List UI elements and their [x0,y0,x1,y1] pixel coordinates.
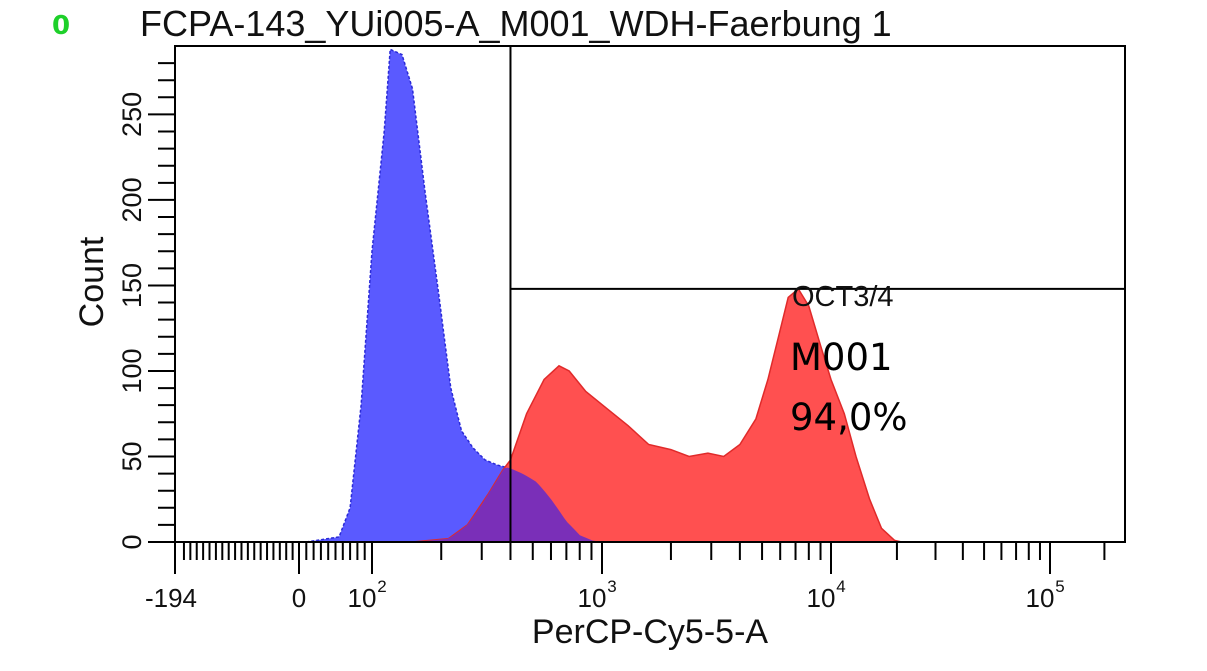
y-axis-ticks: 0 50 100 150 200 250 [117,62,175,550]
x-tick-exponent: 4 [836,577,845,596]
gate-percent-label: 94,0% [790,396,908,439]
x-tick-exponent: 5 [1055,577,1064,596]
x-tick-label: 0 [292,583,306,613]
series-red-histogram [412,287,902,543]
x-tick-exponent: 3 [607,577,616,596]
y-tick-label: 0 [117,534,147,549]
y-tick-label: 100 [117,348,147,393]
y-tick-label: 200 [117,177,147,222]
gate-name-label: OCT3/4 [792,281,894,313]
population-marker: 0 [52,11,70,41]
gate-m001 [509,46,1125,542]
y-tick-label: 150 [117,263,147,308]
x-tick-label: 10 [1026,583,1055,613]
y-tick-label: 250 [117,92,147,137]
x-tick-label: -194 [145,583,197,613]
x-axis-ticks: -194 0 10 2 10 3 10 4 10 5 [145,542,1106,613]
y-tick-label: 50 [117,441,147,471]
x-tick-label: 10 [578,583,607,613]
x-axis-label: PerCP-Cy5-5-A [532,613,768,651]
y-axis-label: Count [73,236,111,327]
gate-id-label: M001 [790,336,893,379]
plot-frame [174,45,1126,543]
series-overlap-region [412,467,602,542]
chart-title: FCPA-143_YUi005-A_M001_WDH-Faerbung 1 [140,3,892,44]
x-tick-label: 10 [807,583,836,613]
series-layer [306,48,902,543]
x-tick-label: 10 [348,583,377,613]
x-tick-exponent: 2 [377,577,386,596]
